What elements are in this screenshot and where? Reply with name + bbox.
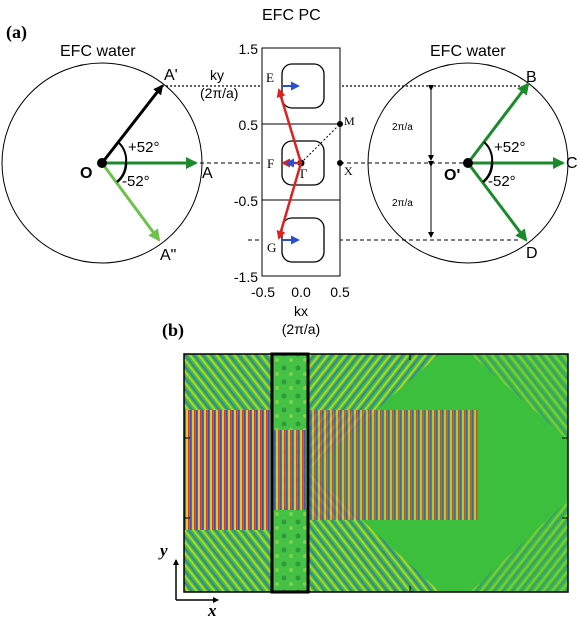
point-c-label: C xyxy=(566,155,578,172)
point-x-label: X xyxy=(344,164,353,178)
y-axis-label: y xyxy=(158,541,168,560)
left-origin-label: O xyxy=(80,165,92,182)
field-right-far-upper xyxy=(470,354,568,440)
y-tick-1-5: 1.5 xyxy=(239,41,259,57)
left-efc-group: EFC water O A' A A" +52° -52° xyxy=(1,43,213,264)
xy-axes: y x xyxy=(158,541,219,620)
spacing-lower-label: 2π/a xyxy=(392,198,413,209)
center-efc-title: EFC PC xyxy=(262,7,321,24)
arrow-o-a-prime xyxy=(100,84,164,164)
left-efc-title: EFC water xyxy=(60,43,136,60)
panel-a-label: (a) xyxy=(6,22,27,43)
field-frame xyxy=(183,353,569,593)
x-axis-label: x xyxy=(207,601,217,620)
field-simulation xyxy=(183,352,569,594)
x-tick-minus-0-5: -0.5 xyxy=(251,284,275,300)
field-right-far-lower xyxy=(470,500,568,592)
point-m-dot xyxy=(337,121,343,127)
kx-axis-unit: (2π/a) xyxy=(282,321,320,337)
red-arrow-to-g xyxy=(276,162,303,240)
point-a-label: A xyxy=(202,165,213,182)
right-origin-dot xyxy=(463,158,473,168)
point-m-label: M xyxy=(344,114,355,128)
right-angle-arc-upper xyxy=(483,141,494,164)
right-efc-title: EFC water xyxy=(430,43,506,60)
left-angle-arc-upper xyxy=(117,141,128,164)
point-f-label: F xyxy=(267,156,274,171)
spacing-upper-label: 2π/a xyxy=(392,122,413,133)
right-efc-group: EFC water O' B C D +52° -52° 2π/a 2π/a xyxy=(367,43,578,264)
point-b-label: B xyxy=(526,69,537,86)
right-angle-minus: -52° xyxy=(488,173,516,190)
point-a-prime-label: A' xyxy=(164,67,178,84)
y-tick-minus-1-5: -1.5 xyxy=(234,269,258,285)
left-angle-minus: -52° xyxy=(122,173,150,190)
ky-axis-unit: (2π/a) xyxy=(200,85,238,101)
y-tick-0-5: 0.5 xyxy=(239,117,259,133)
point-e-label: E xyxy=(266,70,274,85)
x-tick-0-5: 0.5 xyxy=(330,284,350,300)
center-efc-group: EFC PC E F G Γ M X ky (2π/a) 1.5 0.5 -0.… xyxy=(200,7,355,337)
gamma-m-dotted xyxy=(300,123,341,164)
slab-outline xyxy=(270,352,310,594)
field-right-central-beam xyxy=(308,410,478,520)
point-a-double-prime-label: A" xyxy=(160,247,176,264)
point-gamma-label: Γ xyxy=(300,166,308,181)
left-angle-arc-lower xyxy=(116,162,128,183)
point-d-label: D xyxy=(526,245,538,262)
arrow-o-a-double-prime xyxy=(100,162,161,242)
kx-axis-label: kx xyxy=(294,303,308,319)
ky-axis-label: ky xyxy=(210,67,224,83)
panel-b-label: (b) xyxy=(162,320,184,341)
point-g-label: G xyxy=(267,240,276,255)
arrow-o-prime-d xyxy=(466,162,528,242)
y-tick-minus-0-5: -0.5 xyxy=(234,193,258,209)
arrow-o-prime-b xyxy=(466,82,530,164)
right-efc-circle xyxy=(367,62,569,264)
right-angle-plus: +52° xyxy=(494,139,525,156)
right-angle-arc-lower xyxy=(482,162,494,183)
field-slab-beam xyxy=(272,430,308,510)
x-tick-0-0: 0.0 xyxy=(291,284,311,300)
left-origin-dot xyxy=(97,158,107,168)
field-left-beam xyxy=(184,410,272,530)
left-angle-plus: +52° xyxy=(128,139,159,156)
right-origin-label: O' xyxy=(444,167,460,184)
point-x-dot xyxy=(337,160,343,166)
red-arrow-to-e xyxy=(276,88,303,164)
